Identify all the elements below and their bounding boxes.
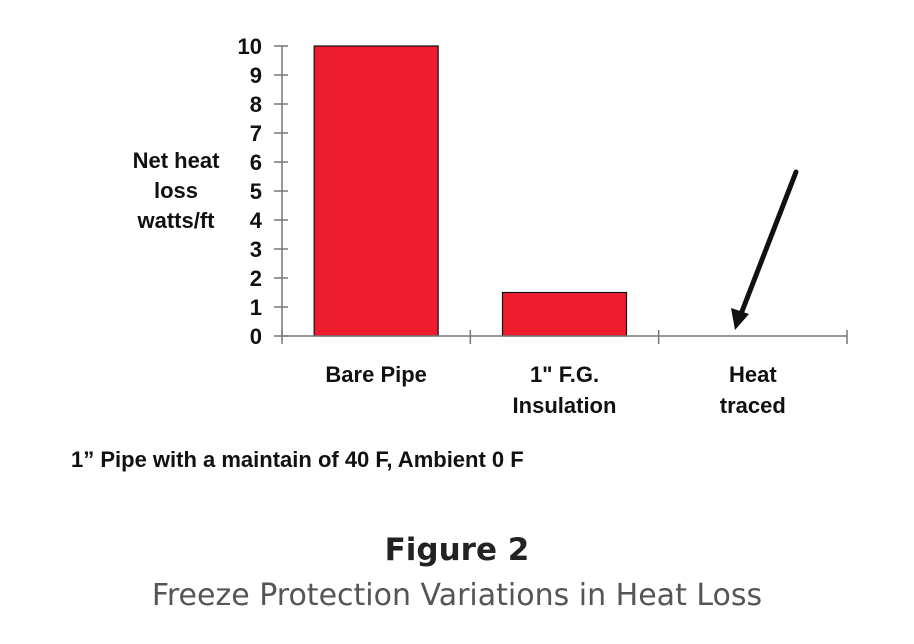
y-tick-label: 0 — [250, 324, 262, 349]
x-axis: Bare Pipe 1" F.G. Insulation Heat traced — [281, 330, 848, 418]
y-axis: 0 1 2 3 4 5 6 7 8 9 10 — [238, 34, 288, 349]
y-axis-label-line: watts/ft — [137, 208, 216, 233]
figure-title: Figure 2 — [384, 532, 530, 568]
y-tick-label: 8 — [250, 92, 262, 117]
x-tick-label: Heat — [729, 362, 777, 387]
bar — [501, 291, 628, 337]
y-axis-label-line: Net heat — [133, 148, 220, 173]
arrow-head — [731, 308, 749, 330]
x-tick-label: Bare Pipe — [325, 362, 427, 387]
x-tick-label: Insulation — [513, 393, 617, 418]
y-tick-label: 10 — [238, 34, 262, 59]
y-tick-label: 6 — [250, 150, 262, 175]
y-tick-label: 7 — [250, 121, 262, 146]
figure-subtitle: Freeze Protection Variations in Heat Los… — [151, 578, 763, 613]
bar — [313, 45, 439, 337]
x-tick-label: 1" F.G. — [530, 362, 599, 387]
y-tick-label: 9 — [250, 63, 262, 88]
annotation-arrow — [731, 169, 799, 330]
y-tick-label: 4 — [250, 208, 263, 233]
y-axis-label-line: loss — [154, 178, 198, 203]
y-tick-label: 3 — [250, 237, 262, 262]
x-tick-label: traced — [720, 393, 786, 418]
y-axis-label: Net heat loss watts/ft — [133, 148, 220, 233]
y-tick-label: 2 — [250, 266, 262, 291]
bars — [313, 45, 628, 337]
y-tick-label: 5 — [250, 179, 262, 204]
chart-note: 1” Pipe with a maintain of 40 F, Ambient… — [71, 447, 524, 472]
y-tick-label: 1 — [250, 295, 262, 320]
bar-chart: Net heat loss watts/ft 0 1 2 3 4 5 6 7 8 9 10 Bare P… — [133, 34, 848, 418]
arrow-shaft — [738, 169, 799, 317]
